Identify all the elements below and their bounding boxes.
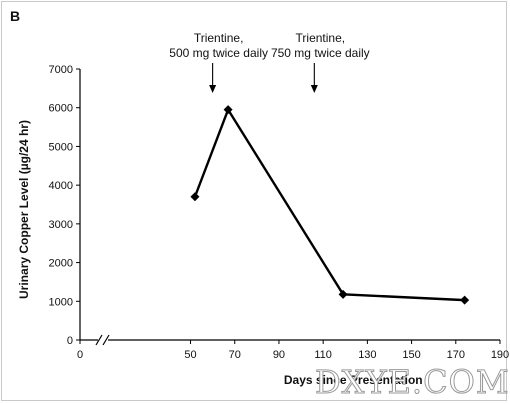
y-tick-label: 2000 [49,258,73,270]
annotation-arrow-head [209,85,217,93]
data-point-marker [190,192,200,202]
y-axis-title: Urinary Copper Level (µg/24 hr) [17,120,31,299]
x-tick-label: 110 [314,349,332,361]
data-point-marker [338,289,348,299]
annotation-text: Trientine, 750 mg twice daily [271,31,370,60]
y-tick-label: 1000 [49,296,73,308]
y-tick-label: 4000 [49,180,73,192]
x-tick-label: 170 [447,349,465,361]
y-tick-label: 3000 [49,219,73,231]
annotation-arrow-head [310,85,318,93]
x-tick-label: 90 [273,349,285,361]
x-axis-title: Days since Presentation [284,373,423,387]
annotation-line: 500 mg twice daily [169,46,268,60]
y-tick-label: 6000 [49,103,73,115]
y-tick-label: 0 [67,335,73,347]
watermark: DXYE.COM [315,363,510,401]
axes [79,69,500,346]
axis-break-mark [95,334,103,346]
panel-label: B [10,8,21,24]
data-point-marker [460,295,470,305]
tick-marks: 0 1000 2000 3000 4000 5000 6000 7000 0 50 70 90 110 1… [49,64,510,361]
y-tick-label: 5000 [49,141,73,153]
data-series [190,105,470,305]
annotation-line: Trientine, [296,31,346,45]
x-tick-label: 70 [229,349,241,361]
annotation-text: Trientine, 500 mg twice daily [169,31,268,60]
x-tick-label: 150 [402,349,420,361]
axis-break-mark [102,334,110,346]
annotation-line: Trientine, [194,31,244,45]
x-tick-label: 0 [77,349,83,361]
x-tick-label: 190 [491,349,509,361]
data-point-marker [223,105,233,115]
y-tick-label: 7000 [49,64,73,76]
annotation-line: 750 mg twice daily [271,46,370,60]
series-line [193,106,465,302]
x-tick-label: 130 [358,349,376,361]
x-tick-label: 50 [184,349,196,361]
